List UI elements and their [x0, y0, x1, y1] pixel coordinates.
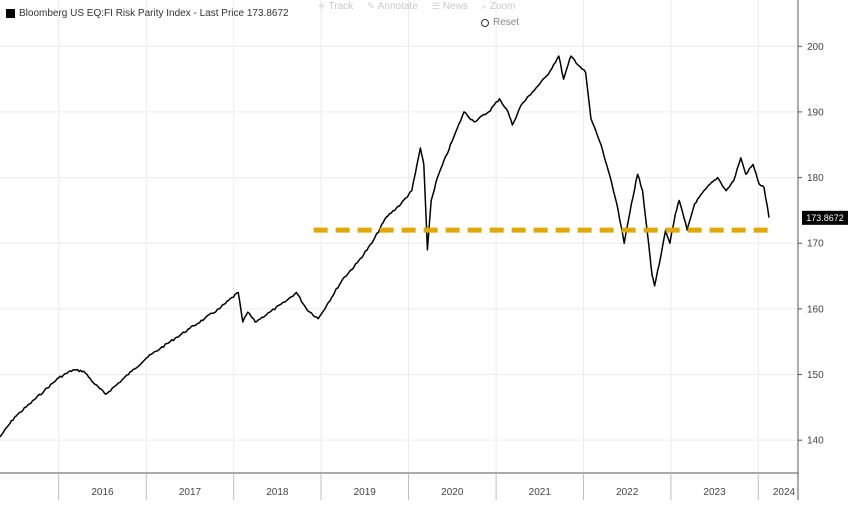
y-tick-label: 180 [807, 173, 824, 184]
x-tick-label: 2019 [354, 487, 377, 498]
y-tick-label: 160 [807, 304, 824, 315]
x-tick-label: 2021 [529, 487, 552, 498]
news-label: News [442, 1, 468, 12]
y-axis: 140 150 160 170 180 190 200 [797, 0, 824, 500]
pencil-icon: ✎ [367, 1, 375, 11]
last-price-box [802, 210, 848, 225]
x-tick-label: 2018 [266, 487, 289, 498]
track-button[interactable]: ✛ Track [318, 1, 353, 12]
reset-icon [481, 18, 489, 27]
annotate-label: Annotate [377, 1, 418, 12]
x-axis: 2016 2017 2018 2019 2020 2021 2022 2023 2024 [0, 472, 798, 500]
reset-label: Reset [493, 17, 520, 28]
magnifier-icon: ⌕ [481, 1, 487, 11]
y-tick-label: 140 [807, 436, 824, 447]
chart-toolbar: ✛ Track ✎ Annotate ☰ News ⌕ Zoom [318, 1, 515, 12]
last-price-label: 173.8672 [802, 210, 848, 225]
annotate-button[interactable]: ✎ Annotate [367, 1, 418, 12]
news-button[interactable]: ☰ News [432, 1, 468, 12]
x-tick-label: 2022 [616, 487, 639, 498]
y-tick-label: 190 [807, 107, 824, 118]
x-tick-label: 2020 [441, 487, 464, 498]
series-line [0, 55, 770, 438]
last-price-text: 173.8672 [806, 213, 844, 223]
reset-button[interactable]: Reset [481, 17, 519, 28]
y-tick-label: 150 [807, 370, 824, 381]
news-icon: ☰ [431, 1, 440, 11]
gridlines [0, 0, 798, 473]
x-tick-label: 2024 [773, 487, 796, 498]
crosshair-icon: ✛ [318, 1, 326, 11]
legend-title: Bloomberg US EQ:FI Risk Parity Index - L… [19, 8, 289, 19]
zoom-button[interactable]: ⌕ Zoom [482, 1, 516, 12]
x-tick-label: 2023 [703, 487, 726, 498]
legend: Bloomberg US EQ:FI Risk Parity Index - L… [6, 8, 289, 19]
y-tick-label: 170 [807, 239, 824, 250]
track-label: Track [328, 1, 354, 12]
zoom-label: Zoom [489, 1, 516, 12]
legend-swatch [6, 9, 15, 18]
x-tick-label: 2016 [91, 487, 114, 498]
y-tick-label: 200 [807, 42, 824, 53]
series-layer [0, 55, 770, 438]
x-tick-label: 2017 [179, 487, 202, 498]
